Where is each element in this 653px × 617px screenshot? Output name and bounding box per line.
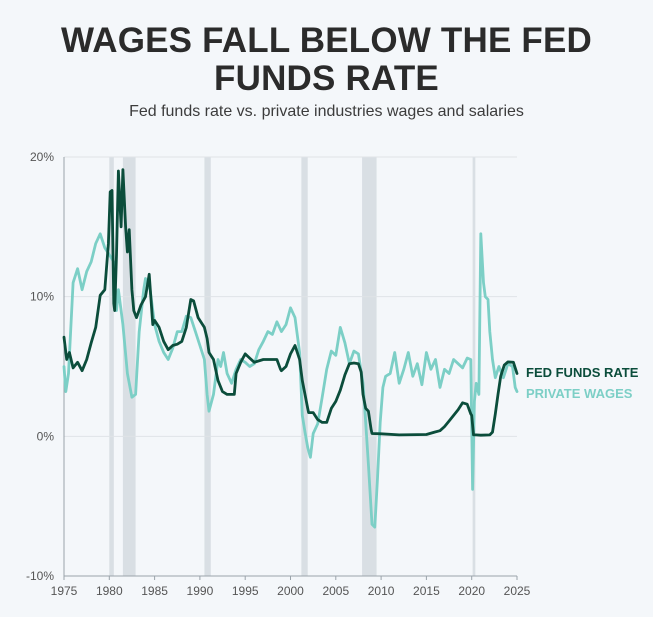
title-line-2: FUNDS RATE	[214, 59, 439, 98]
recession-band-3	[301, 157, 308, 576]
chart-title: WAGES FALL BELOW THE FED FUNDS RATE	[0, 22, 653, 98]
series-lines	[62, 168, 519, 529]
axes: 20% 10% 0% -10%1975 1980 1985 1990 1995 2000 2005…	[26, 150, 531, 598]
recession-band-4	[362, 157, 377, 576]
y-tick-label: 10%	[30, 290, 54, 304]
x-tick-label: 2025	[504, 584, 531, 598]
title-line-1: WAGES FALL BELOW THE FED	[60, 21, 593, 60]
y-tick-label: -10%	[26, 569, 54, 583]
y-tick-label: 20%	[30, 150, 54, 164]
chart-subtitle: Fed funds rate vs. private industries wa…	[129, 103, 524, 120]
x-tick-label: 2015	[413, 584, 440, 598]
fed-funds-rate-line	[62, 168, 519, 437]
recession-band-1	[122, 157, 136, 576]
fed-funds-rate-label: FED FUNDS RATE	[526, 365, 639, 380]
x-tick-label: 1985	[141, 584, 168, 598]
private-wages-label: PRIVATE WAGES	[526, 386, 633, 401]
y-tick-label: 0%	[37, 429, 55, 443]
x-tick-label: 2020	[458, 584, 485, 598]
x-tick-label: 2000	[277, 584, 304, 598]
recession-bands	[109, 157, 476, 576]
x-tick-label: 1980	[96, 584, 123, 598]
recession-band-5	[472, 157, 476, 576]
x-tick-label: 1990	[187, 584, 214, 598]
x-tick-label: 2010	[368, 584, 395, 598]
series-labels: FED FUNDS RATE PRIVATE WAGES	[526, 365, 639, 401]
x-tick-label: 2005	[322, 584, 349, 598]
recession-band-0	[109, 157, 114, 576]
grid-lines	[64, 156, 517, 437]
private-wages-line	[62, 232, 519, 529]
x-tick-label: 1995	[232, 584, 259, 598]
x-tick-label: 1975	[51, 584, 78, 598]
recession-band-2	[204, 157, 211, 576]
